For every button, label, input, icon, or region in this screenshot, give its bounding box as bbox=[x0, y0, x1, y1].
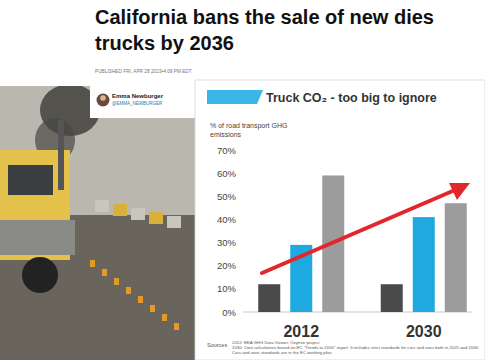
y-tick-label: 30% bbox=[217, 237, 237, 248]
sky bbox=[0, 86, 195, 360]
headline: trucks by 2036 bbox=[95, 32, 234, 54]
bar bbox=[413, 217, 435, 312]
y-tick-label: 50% bbox=[217, 191, 237, 202]
y-tick-label: 0% bbox=[222, 307, 236, 318]
cone bbox=[114, 278, 119, 285]
title-banner bbox=[207, 90, 263, 104]
y-tick-label: 40% bbox=[217, 214, 237, 225]
trend-arrowhead bbox=[449, 183, 470, 200]
road bbox=[0, 215, 195, 360]
wheel bbox=[22, 257, 58, 293]
traffic bbox=[131, 208, 145, 220]
truck-grille bbox=[0, 220, 75, 255]
sources-text: Cars and vans standards are in the EC wo… bbox=[232, 350, 333, 355]
y-axis-label: emissions bbox=[210, 131, 242, 138]
chart-panel bbox=[195, 80, 485, 360]
author-avatar bbox=[100, 95, 106, 101]
sources-label: Sources bbox=[207, 342, 227, 348]
y-tick-label: 60% bbox=[217, 168, 237, 179]
author-handle: @EMMA_NEWBURGER bbox=[112, 101, 163, 106]
traffic bbox=[95, 200, 109, 212]
y-axis-label: % of road transport GHG bbox=[210, 122, 287, 130]
cone bbox=[126, 287, 131, 294]
published-date: PUBLISHED FRI, APR 28 2023•4:09 PM EDT bbox=[95, 69, 192, 74]
trend-arrow bbox=[262, 190, 455, 273]
bar bbox=[258, 284, 280, 312]
truck-window bbox=[8, 165, 53, 195]
bar bbox=[445, 203, 467, 312]
page: California bans the sale of new dies truc… bbox=[0, 0, 485, 360]
truck-photo bbox=[0, 84, 195, 360]
traffic bbox=[149, 212, 163, 224]
exhaust bbox=[58, 120, 64, 190]
cone bbox=[174, 323, 179, 330]
chart-title: Truck CO₂ - too big to ignore bbox=[266, 91, 437, 105]
headline: California bans the sale of new dies bbox=[95, 6, 434, 28]
cone bbox=[138, 296, 143, 303]
traffic bbox=[167, 216, 181, 228]
cone bbox=[102, 269, 107, 276]
chart: Truck CO₂ - too big to ignore % of road t… bbox=[195, 80, 485, 360]
x-tick-label: 2012 bbox=[283, 323, 319, 340]
bars bbox=[258, 175, 467, 312]
y-tick-label: 10% bbox=[217, 283, 237, 294]
y-tick-label: 70% bbox=[217, 145, 237, 156]
author-avatar bbox=[97, 94, 110, 107]
x-tick-label: 2030 bbox=[406, 323, 442, 340]
cone bbox=[150, 305, 155, 312]
author-name: Emma Newburger bbox=[112, 93, 164, 99]
bar bbox=[381, 284, 403, 312]
cone bbox=[162, 314, 167, 321]
traffic bbox=[113, 204, 127, 216]
y-tick-label: 20% bbox=[217, 260, 237, 271]
cone bbox=[90, 260, 95, 267]
